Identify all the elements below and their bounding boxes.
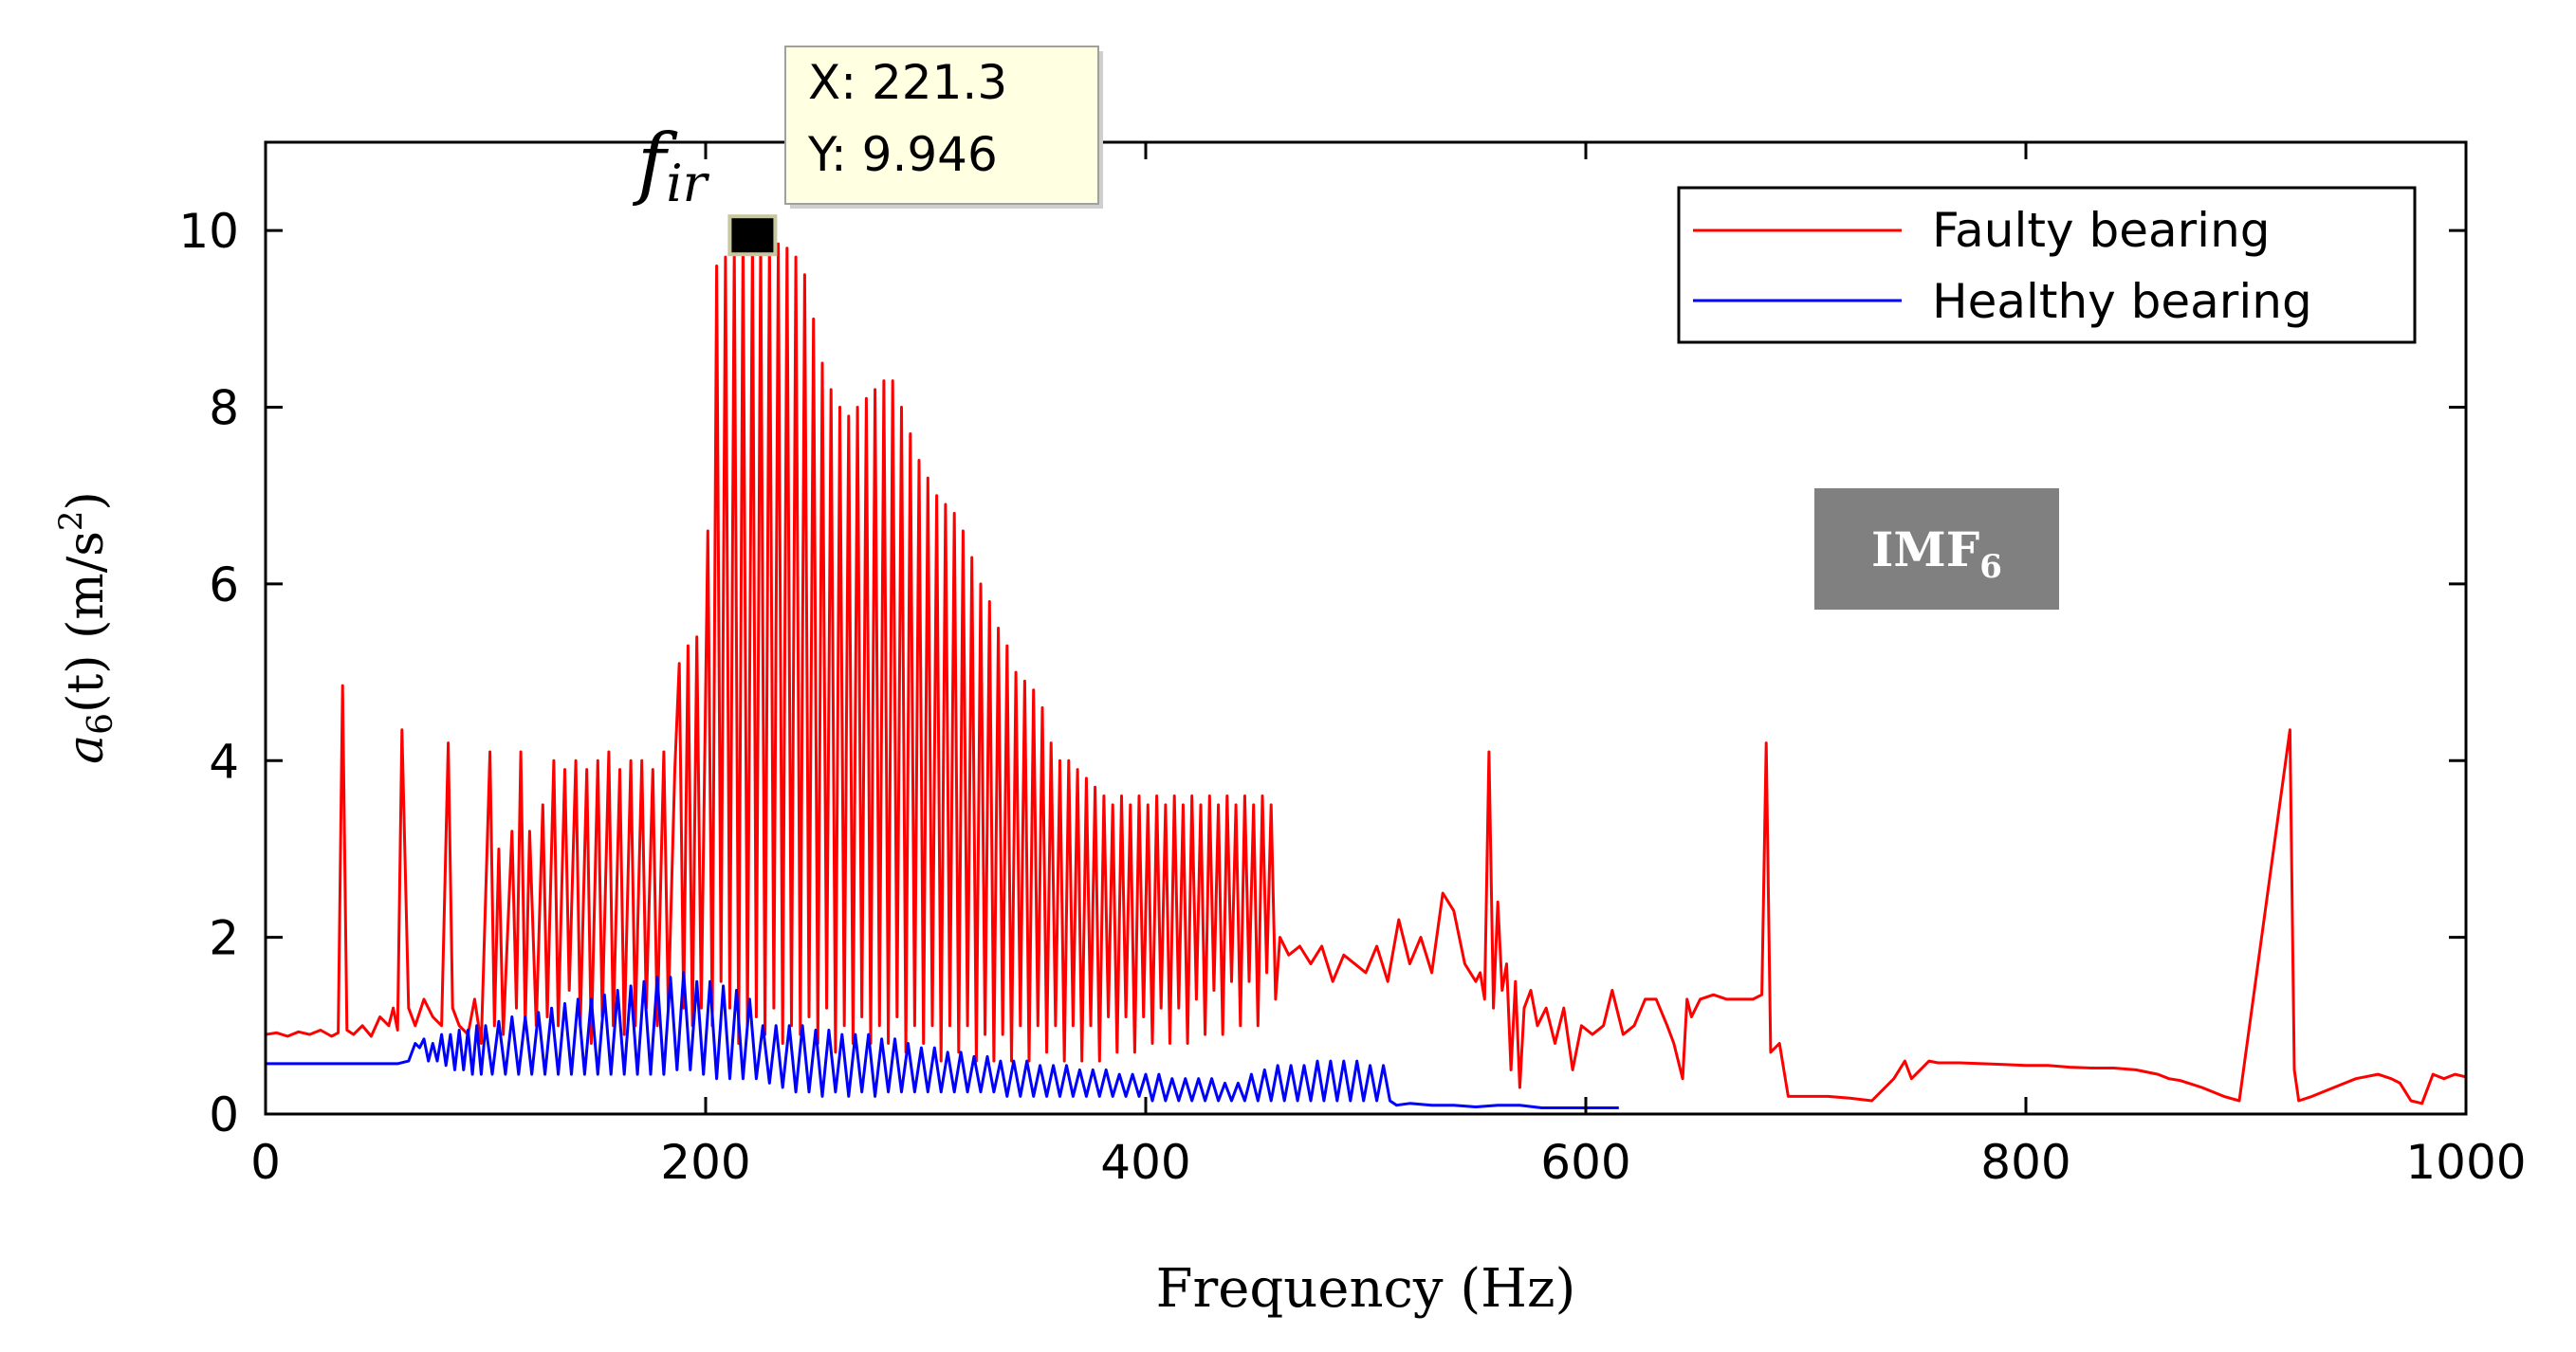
imf-badge-label: IMF6 xyxy=(1871,521,2002,586)
datatip-marker xyxy=(727,214,778,257)
y-tick-label: 6 xyxy=(209,557,239,612)
x-tick-label: 200 xyxy=(660,1135,750,1190)
series-line-faulty xyxy=(266,233,2466,1105)
legend-box xyxy=(1677,186,2417,344)
y-tick-label: 8 xyxy=(209,381,239,436)
datatip-x-value: X: 221.3 xyxy=(808,55,1007,110)
x-tick-label: 0 xyxy=(250,1135,281,1190)
plot-frame xyxy=(264,140,2468,1116)
legend-label-healthy: Healthy bearing xyxy=(1932,274,2312,329)
datatip-y-value: Y: 9.946 xyxy=(807,127,998,182)
x-tick-label: 400 xyxy=(1100,1135,1190,1190)
x-axis-label: Frequency (Hz) xyxy=(1156,1258,1576,1320)
legend-label-faulty: Faulty bearing xyxy=(1932,203,2271,258)
y-tick-label: 0 xyxy=(209,1087,239,1142)
imf-badge: IMF6 xyxy=(1814,488,2059,610)
x-tick-label: 1000 xyxy=(2405,1135,2526,1190)
legend: Faulty bearing Healthy bearing xyxy=(1677,186,2417,344)
y-axis-label: a6(t) (m/s2) xyxy=(52,491,120,764)
y-tick-label: 4 xyxy=(209,734,239,789)
x-tick-label: 800 xyxy=(1980,1135,2070,1190)
datatip: X: 221.3 Y: 9.946 xyxy=(727,46,1103,257)
series-line-healthy xyxy=(266,971,1619,1109)
ticks-layer: 0 200 400 600 800 1000 0 2 4 6 8 10 xyxy=(178,142,2527,1190)
y-tick-label: 2 xyxy=(209,911,239,966)
y-tick-label: 10 xyxy=(178,204,239,259)
fault-frequency-annotation: fir xyxy=(632,119,710,213)
imf-badge-background xyxy=(1814,488,2059,610)
x-tick-label: 600 xyxy=(1540,1135,1630,1190)
datatip-box xyxy=(784,46,1099,205)
series-layer xyxy=(266,233,2466,1109)
